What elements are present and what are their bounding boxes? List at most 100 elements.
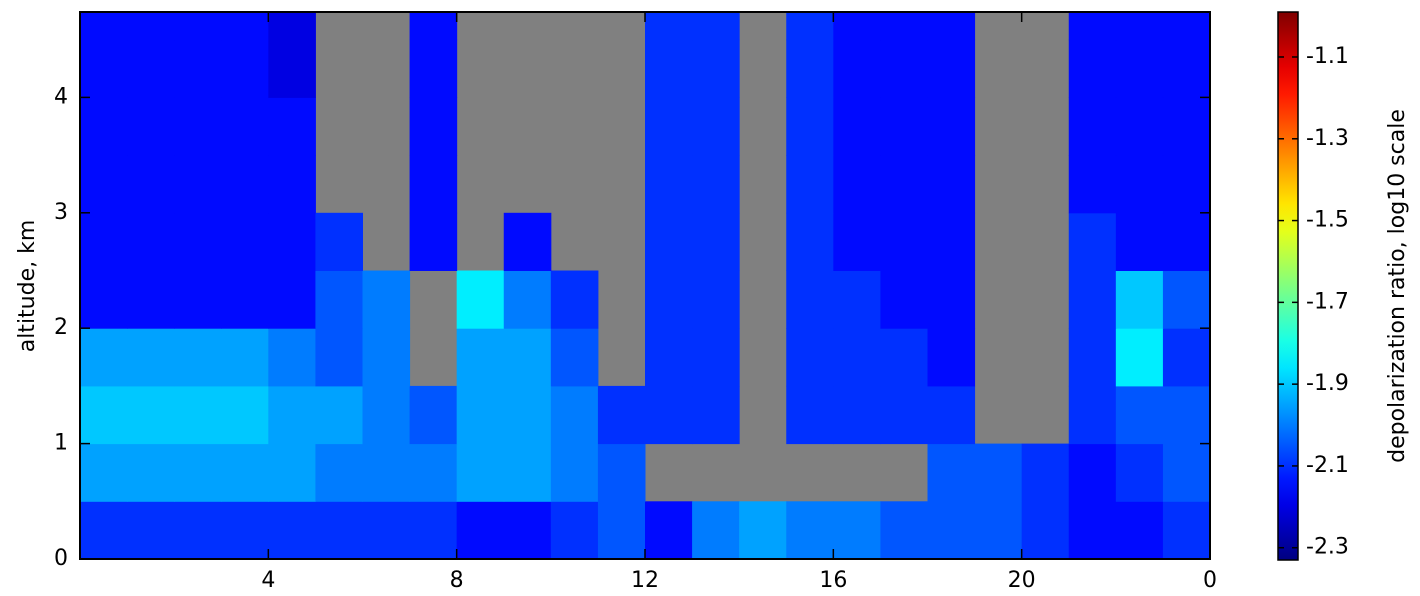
- heatmap-cell: [127, 212, 175, 271]
- heatmap-cell: [1115, 212, 1164, 271]
- heatmap-cell: [1068, 328, 1117, 387]
- x-tick-label: 16: [819, 568, 847, 593]
- y-tick-label: 4: [54, 84, 68, 109]
- heatmap-cell: [833, 212, 881, 271]
- heatmap-cell: [927, 270, 976, 329]
- heatmap-cell: [927, 328, 976, 387]
- heatmap-cell: [1162, 501, 1211, 560]
- heatmap-cell: [315, 328, 363, 387]
- heatmap-cell: [1115, 97, 1164, 156]
- heatmap-cell: [880, 155, 928, 214]
- x-tick-label: 12: [631, 568, 659, 593]
- heatmap-cell: [362, 443, 411, 502]
- heatmap-cell: [1115, 328, 1164, 387]
- heatmap-cell: [1115, 443, 1164, 502]
- heatmap-cell: [268, 97, 316, 156]
- y-axis-label: altitude, km: [15, 220, 40, 353]
- heatmap-cell: [221, 12, 269, 41]
- heatmap-cell: [503, 270, 552, 329]
- heatmap: [80, 12, 1211, 560]
- heatmap-cell: [362, 328, 411, 387]
- heatmap-cell: [1068, 155, 1117, 214]
- heatmap-cell: [1162, 12, 1211, 41]
- heatmap-cell: [1162, 270, 1211, 329]
- heatmap-cell: [503, 501, 552, 560]
- heatmap-cell: [80, 97, 128, 156]
- heatmap-cell: [786, 12, 834, 41]
- heatmap-cell: [880, 97, 928, 156]
- heatmap-cell: [786, 155, 834, 214]
- heatmap-cell: [880, 328, 928, 387]
- heatmap-cell: [880, 12, 928, 41]
- heatmap-cell: [127, 270, 175, 329]
- heatmap-cell: [1021, 443, 1070, 502]
- y-tick-label: 3: [54, 200, 68, 225]
- heatmap-cell: [1068, 212, 1117, 271]
- heatmap-cell: [174, 212, 222, 271]
- heatmap-cell: [833, 39, 881, 98]
- heatmap-cell: [80, 212, 128, 271]
- heatmap-cell: [503, 328, 552, 387]
- heatmap-cell: [692, 39, 740, 98]
- heatmap-cell: [1021, 501, 1070, 560]
- heatmap-cell: [456, 501, 505, 560]
- heatmap-cell: [550, 270, 599, 329]
- heatmap-cell: [127, 97, 175, 156]
- heatmap-cell: [80, 39, 128, 98]
- heatmap-cell: [786, 212, 834, 271]
- heatmap-cell: [268, 212, 316, 271]
- heatmap-cell: [692, 270, 740, 329]
- heatmap-cell: [80, 328, 128, 387]
- heatmap-cell: [786, 270, 834, 329]
- heatmap-cell: [927, 97, 976, 156]
- y-tick-label: 1: [54, 431, 68, 456]
- heatmap-cell: [221, 155, 269, 214]
- heatmap-cell: [927, 501, 976, 560]
- x-tick-label: 8: [450, 568, 464, 593]
- heatmap-cell: [127, 443, 175, 502]
- heatmap-cell: [409, 12, 458, 41]
- heatmap-cell: [833, 97, 881, 156]
- heatmap-cell: [80, 12, 128, 41]
- heatmap-cell: [927, 12, 976, 41]
- heatmap-cell: [1162, 443, 1211, 502]
- heatmap-cell: [268, 443, 316, 502]
- heatmap-cell: [1115, 501, 1164, 560]
- heatmap-cell: [645, 212, 693, 271]
- heatmap-cell: [221, 328, 269, 387]
- heatmap-cell: [645, 270, 693, 329]
- heatmap-cell: [80, 385, 128, 445]
- heatmap-cell: [880, 39, 928, 98]
- heatmap-cell: [597, 443, 646, 502]
- colorbar-tick-label: -1.9: [1306, 371, 1349, 396]
- heatmap-cell: [974, 501, 1023, 560]
- heatmap-cell: [409, 212, 458, 271]
- heatmap-cell: [221, 97, 269, 156]
- heatmap-cell: [268, 39, 316, 98]
- heatmap-cell: [1162, 385, 1211, 445]
- heatmap-cell: [786, 328, 834, 387]
- heatmap-cell: [1115, 270, 1164, 329]
- heatmap-cell: [1115, 385, 1164, 445]
- heatmap-cell: [268, 385, 316, 445]
- heatmap-cell: [409, 97, 458, 156]
- heatmap-cell: [80, 155, 128, 214]
- colorbar-tick-label: -1.1: [1306, 44, 1349, 69]
- heatmap-cell: [692, 212, 740, 271]
- heatmap-cell: [550, 385, 599, 445]
- heatmap-cell: [127, 39, 175, 98]
- heatmap-cell: [221, 443, 269, 502]
- heatmap-cell: [927, 385, 976, 445]
- heatmap-cell: [409, 443, 458, 502]
- heatmap-cell: [786, 39, 834, 98]
- heatmap-cell: [174, 328, 222, 387]
- heatmap-cell: [315, 443, 363, 502]
- colorbar-tick-label: -1.7: [1306, 289, 1349, 314]
- heatmap-cell: [221, 212, 269, 271]
- heatmap-cell: [268, 501, 316, 560]
- heatmap-cell: [597, 385, 646, 445]
- colorbar-tick-label: -1.5: [1306, 208, 1349, 233]
- heatmap-cell: [268, 12, 316, 41]
- colorbar: [1277, 11, 1299, 561]
- heatmap-cell: [80, 501, 128, 560]
